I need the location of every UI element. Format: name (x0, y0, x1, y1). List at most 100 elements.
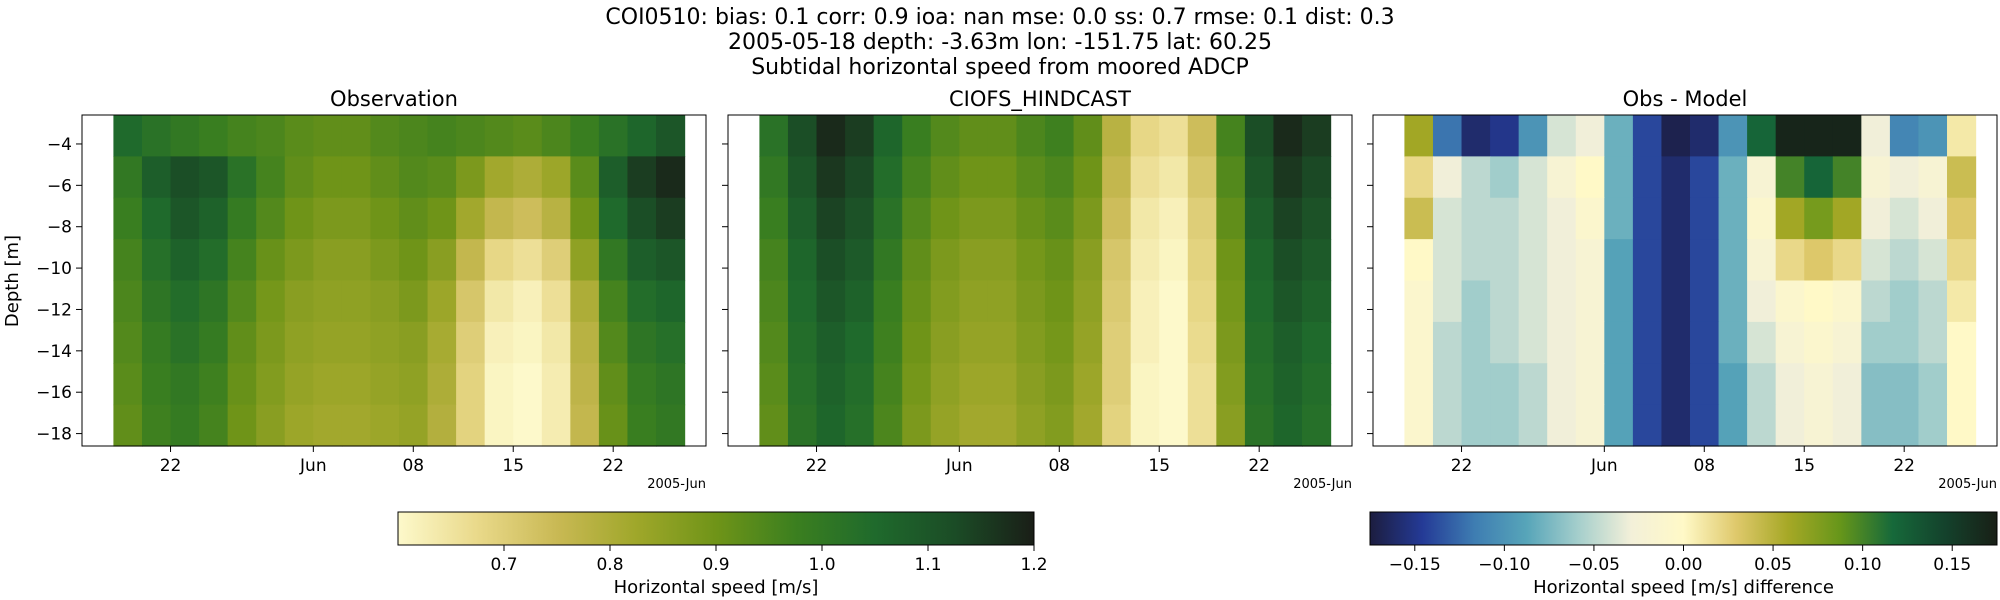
heatmap-cell (1404, 280, 1434, 323)
heatmap-cell (759, 404, 789, 447)
heatmap-cell (656, 115, 686, 157)
heatmap-cell (902, 363, 932, 406)
heatmap-cell (484, 115, 514, 157)
heatmap-cell (113, 321, 143, 364)
heatmap-cell (598, 197, 629, 240)
heatmap-cell (1718, 363, 1748, 406)
heatmap-cell (1073, 115, 1103, 157)
heatmap-cell (1575, 404, 1605, 447)
heatmap-cell (313, 197, 343, 240)
heatmap-cell (930, 404, 960, 447)
heatmap-cell (227, 363, 257, 406)
difference-panel: Obs - Model 22 Jun 08 15 22 2005-Jun (1367, 87, 1998, 492)
heatmap-cell (113, 363, 143, 406)
heatmap-cell (1632, 197, 1663, 240)
heatmap-cell (1130, 239, 1160, 282)
heatmap-cell (627, 115, 657, 157)
x-tick-label: 22 (160, 456, 182, 476)
x-tick-label: Jun (1590, 456, 1618, 476)
heatmap-cell (199, 363, 229, 406)
heatmap-cell (1045, 115, 1075, 157)
heatmap-cell (284, 404, 314, 447)
x-tick-label: 22 (1248, 456, 1270, 476)
heatmap-cell (1432, 280, 1463, 323)
heatmap-cell (1604, 363, 1634, 406)
heatmap-cell (341, 321, 372, 364)
heatmap-cell (1302, 156, 1332, 199)
heatmap-cell (113, 404, 143, 447)
heatmap-cell (1804, 321, 1834, 364)
heatmap-cell (341, 280, 372, 323)
colorbar-tick-label: 0.05 (1754, 555, 1792, 575)
heatmap-cell (627, 321, 657, 364)
heatmap-cell (1302, 280, 1332, 323)
heatmap-cell (313, 363, 343, 406)
heatmap-cells (113, 115, 686, 447)
heatmap-cell (787, 321, 818, 364)
heatmap-cell (199, 280, 229, 323)
heatmap-cell (1518, 404, 1548, 447)
heatmap-cell (1947, 321, 1977, 364)
heatmap-cell (959, 156, 989, 199)
heatmap-cell (484, 321, 514, 364)
heatmap-cell (987, 156, 1018, 199)
heatmap-cell (902, 239, 932, 282)
heatmap-cell (141, 239, 172, 282)
observation-panel: Observation 22 Jun 08 15 22 2005-Jun −4 −6 −8 −10 −… (36, 87, 707, 492)
heatmap-cell (902, 404, 932, 447)
heatmap-cell (456, 156, 486, 199)
heatmap-cell (1747, 197, 1777, 240)
heatmap-cell (987, 363, 1018, 406)
heatmap-cell (627, 404, 657, 447)
heatmap-cell (1244, 156, 1275, 199)
heatmap-cell (1461, 115, 1491, 157)
heatmap-cell (1016, 197, 1046, 240)
heatmap-cell (141, 404, 172, 447)
panel-title: Observation (330, 87, 458, 111)
heatmap-cell (1832, 239, 1862, 282)
heatmap-cell (541, 363, 571, 406)
heatmap-cell (256, 404, 286, 447)
heatmap-cell (1302, 321, 1332, 364)
heatmap-cell (370, 404, 400, 447)
heatmap-cell (1575, 280, 1605, 323)
heatmap-cell (456, 363, 486, 406)
heatmap-cell (456, 239, 486, 282)
heatmap-cell (1490, 197, 1520, 240)
heatmap-cell (1073, 156, 1103, 199)
heatmap-cell (902, 197, 932, 240)
heatmap-cell (1216, 239, 1246, 282)
heatmap-cell (1244, 239, 1275, 282)
heatmap-cell (787, 197, 818, 240)
heatmap-cell (1216, 197, 1246, 240)
heatmap-cell (1661, 115, 1691, 157)
heatmap-cell (873, 280, 903, 323)
heatmap-cell (284, 363, 314, 406)
heatmap-cell (845, 197, 875, 240)
heatmap-cell (1404, 404, 1434, 447)
plot-frame (81, 114, 707, 447)
heatmap-cells (1404, 115, 1977, 447)
heatmap-cell (570, 363, 600, 406)
heatmap-cell (598, 115, 629, 157)
heatmap-cell (1490, 321, 1520, 364)
heatmap-cell (1604, 156, 1634, 199)
heatmap-cell (1661, 363, 1691, 406)
heatmap-cell (1718, 404, 1748, 447)
heatmap-cell (399, 363, 429, 406)
heatmap-cell (787, 363, 818, 406)
heatmap-cell (1461, 156, 1491, 199)
heatmap-cell (1918, 280, 1948, 323)
panel-title: CIOFS_HINDCAST (949, 87, 1131, 112)
heatmap-cell (1804, 404, 1834, 447)
heatmap-cell (513, 321, 543, 364)
heatmap-cell (1102, 115, 1132, 157)
heatmap-cell (1804, 115, 1834, 157)
heatmap-cell (370, 321, 400, 364)
heatmap-cell (987, 404, 1018, 447)
speed-colorbar: 0.7 0.8 0.9 1.0 1.1 1.2 Horizontal speed [m/s] (397, 511, 1048, 598)
heatmap-cell (1861, 156, 1891, 199)
heatmap-cell (1016, 239, 1046, 282)
heatmap-cell (1273, 115, 1303, 157)
heatmap-cell (341, 197, 372, 240)
